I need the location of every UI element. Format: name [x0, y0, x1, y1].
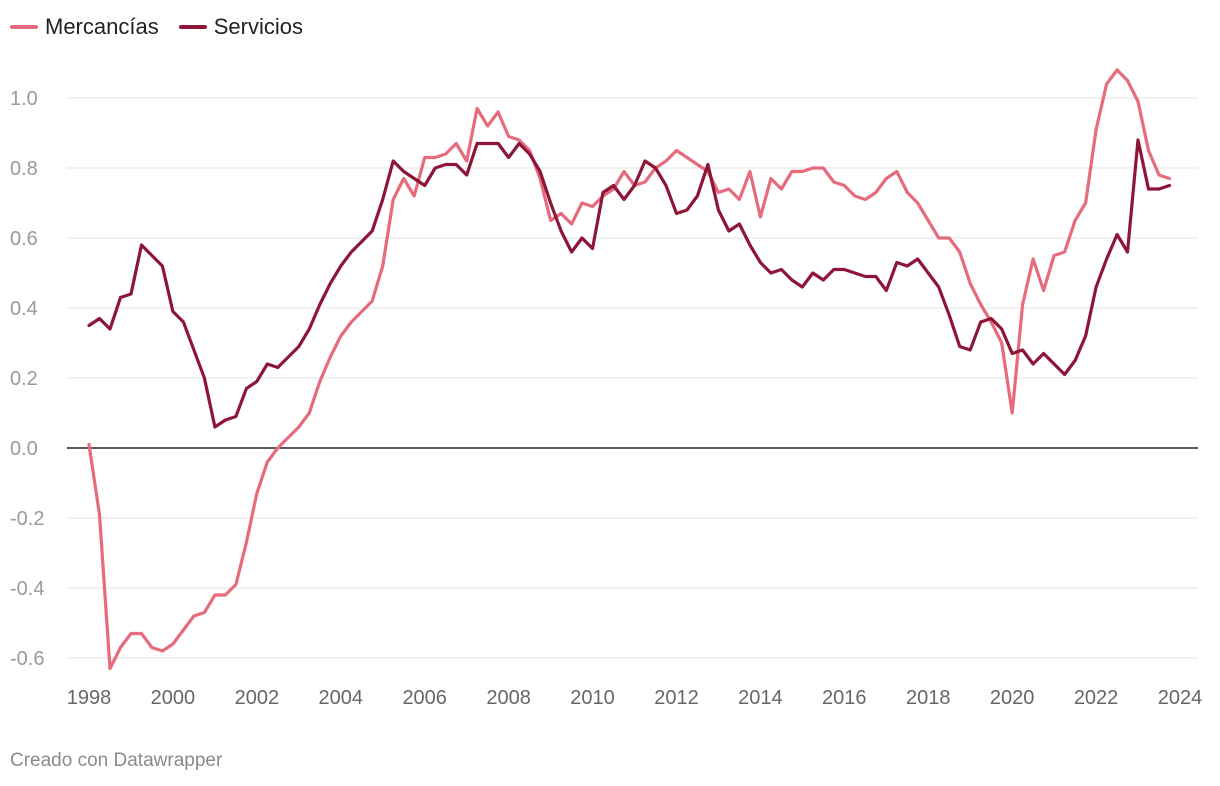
y-tick-label: 1.0: [10, 88, 38, 110]
x-tick-label: 2006: [402, 687, 447, 709]
series-lines: [87, 68, 1172, 671]
series-line-servicios: [87, 138, 1172, 429]
legend-swatch-mercancias: [10, 25, 38, 29]
x-tick-label: 2004: [319, 687, 364, 709]
chart-legend: Mercancías Servicios: [10, 14, 303, 40]
legend-label-servicios: Servicios: [213, 14, 303, 39]
gridlines: [67, 97, 1198, 659]
y-tick-label: 0.6: [10, 228, 38, 250]
x-tick-label: 2018: [906, 687, 951, 709]
y-tick-label: -0.6: [10, 648, 44, 670]
legend-item-mercancias: Mercancías: [10, 14, 159, 40]
x-tick-label: 2020: [990, 687, 1035, 709]
legend-item-servicios: Servicios: [178, 14, 303, 40]
x-tick-label: 2002: [235, 687, 280, 709]
y-tick-label: 0.4: [10, 298, 38, 320]
x-tick-label: 2024: [1158, 687, 1203, 709]
x-tick-label: 2014: [738, 687, 783, 709]
y-tick-label: 0.8: [10, 158, 38, 180]
x-tick-label: 1998: [67, 687, 112, 709]
x-tick-label: 2022: [1074, 687, 1119, 709]
x-tick-label: 2010: [570, 687, 615, 709]
x-tick-label: 2000: [151, 687, 196, 709]
legend-swatch-servicios: [178, 25, 207, 29]
series-line-mercancias: [87, 68, 1172, 671]
footer-credit: Creado con Datawrapper: [10, 750, 223, 771]
y-tick-label: -0.2: [10, 508, 44, 530]
y-tick-label: 0.0: [10, 438, 38, 460]
legend-label-mercancias: Mercancías: [45, 14, 159, 39]
y-tick-label: 0.2: [10, 368, 38, 390]
x-tick-label: 2012: [654, 687, 699, 709]
y-tick-label: -0.4: [10, 578, 44, 600]
x-tick-label: 2016: [822, 687, 867, 709]
x-tick-label: 2008: [486, 687, 531, 709]
y-axis-ticks: 1.0 0.8 0.6 0.4 0.2 0.0 -0.2 -0.4 -0.6: [10, 88, 44, 670]
x-axis-ticks: 1998 2000 2002 2004 2006 2008 2010 2012 2014 2016…: [67, 687, 1203, 709]
